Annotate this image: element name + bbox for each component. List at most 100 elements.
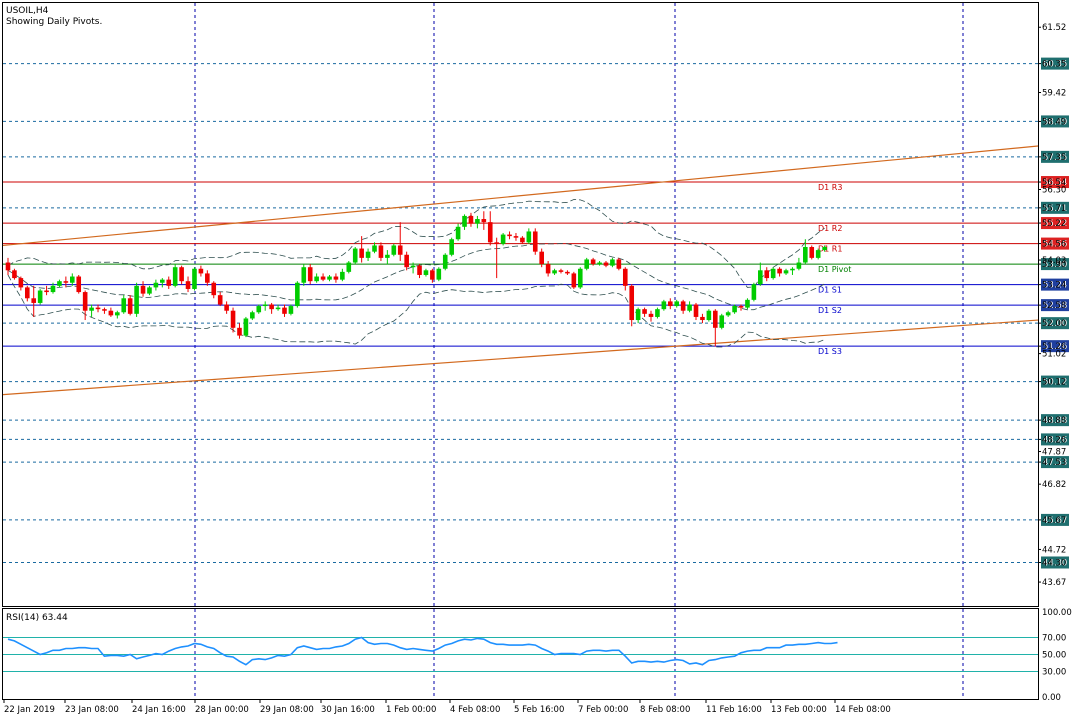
pivot-price-tag-label: 56.54 xyxy=(1043,178,1067,188)
candle-body xyxy=(37,290,43,303)
candle-body xyxy=(507,234,512,237)
price-axis-label: 60.35 xyxy=(1042,60,1066,70)
candle-body xyxy=(655,309,660,317)
candle-body xyxy=(359,248,364,258)
time-axis: 22 Jan 2019 23 Jan 08:00 24 Jan 16:00 28 Ja… xyxy=(3,700,891,715)
candle-body xyxy=(327,276,332,280)
candle-body xyxy=(385,254,390,258)
price-axis-label: 47.53 xyxy=(1042,458,1066,468)
candle-body xyxy=(82,292,88,311)
candle-body xyxy=(31,298,37,303)
candle-body xyxy=(616,259,622,269)
candle-body xyxy=(76,276,82,293)
candle-body xyxy=(262,304,268,307)
candle-body xyxy=(790,268,795,271)
candle-body xyxy=(275,307,281,310)
candle-body xyxy=(24,287,30,299)
rsi-axis-label: 50.00 xyxy=(1042,651,1066,661)
candle-body xyxy=(532,231,538,252)
candle-body xyxy=(147,287,152,294)
level-price-tag-label: 47.53 xyxy=(1043,458,1067,468)
candle-body xyxy=(57,281,62,286)
candle-body xyxy=(635,309,641,321)
candle-body xyxy=(552,270,557,274)
time-axis-label: 13 Feb 00:00 xyxy=(771,705,827,715)
rsi-series: 100.00 70.00 50.00 30.00 0.00 xyxy=(3,608,1072,703)
candle-body xyxy=(320,276,326,280)
level-price-tag-label: 52.00 xyxy=(1043,319,1067,329)
rsi-label: RSI(14) 63.44 xyxy=(6,613,68,623)
price-axis-label: 44.72 xyxy=(1042,545,1066,555)
pivot-label: D1 S3 xyxy=(818,347,842,356)
candle-body xyxy=(758,270,763,285)
candle-body xyxy=(95,307,101,310)
price-axis-label: 58.49 xyxy=(1042,117,1066,127)
price-axis-label: 52.00 xyxy=(1042,319,1066,329)
candle-body xyxy=(468,215,474,224)
pivot-label: D1 S1 xyxy=(818,286,842,295)
level-price-tag-label: 60.35 xyxy=(1043,60,1067,70)
time-axis-label: 14 Feb 08:00 xyxy=(835,705,891,715)
level-price-tag xyxy=(1041,513,1069,526)
candle-body xyxy=(745,299,750,308)
candle-body xyxy=(70,276,75,283)
candle-body xyxy=(783,270,789,274)
candle-body xyxy=(404,254,409,268)
candle-body xyxy=(558,270,564,272)
candle-body xyxy=(667,301,673,307)
candle-body xyxy=(455,226,461,240)
candle-body xyxy=(822,246,827,251)
candle-body xyxy=(172,267,178,286)
level-price-tag-label: 48.88 xyxy=(1043,416,1067,426)
level-price-tag xyxy=(1041,201,1069,214)
candle-body xyxy=(397,245,403,255)
time-axis-label: 4 Feb 08:00 xyxy=(450,705,500,715)
candle-body xyxy=(243,318,249,336)
price-axis-label: 46.82 xyxy=(1042,480,1066,490)
candle-body xyxy=(809,246,815,258)
candle-body xyxy=(5,262,11,271)
candle-body xyxy=(449,239,454,255)
candle-body xyxy=(796,262,802,269)
chart-symbol: USOIL,H4 xyxy=(6,6,49,16)
candle-body xyxy=(50,285,56,293)
level-price-tag xyxy=(1041,57,1069,70)
level-price-tag xyxy=(1041,556,1069,569)
price-axis-label: 53.24 xyxy=(1042,281,1066,291)
candle-body xyxy=(307,267,313,282)
rsi-axis-label: 30.00 xyxy=(1042,668,1066,678)
time-axis-label: 8 Feb 08:00 xyxy=(640,705,690,715)
trendlines xyxy=(2,145,1039,396)
candle-body xyxy=(442,254,448,269)
candle-body xyxy=(462,215,467,227)
price-axis-label: 56.30 xyxy=(1042,185,1066,195)
candle-body xyxy=(121,298,127,313)
candle-body xyxy=(436,268,442,280)
candle-body xyxy=(314,276,319,282)
candle-body xyxy=(340,271,345,280)
rsi-axis-label: 70.00 xyxy=(1042,634,1066,644)
pivot-label: D1 Pivot xyxy=(818,265,851,274)
pivot-price-tag xyxy=(1041,340,1069,353)
channel-trendline xyxy=(2,145,1039,247)
candle-body xyxy=(423,270,429,275)
candle-body xyxy=(417,265,422,275)
candle-body xyxy=(642,309,647,314)
pivot-price-tag-label: 53.24 xyxy=(1043,281,1067,291)
pivot-label: D1 S2 xyxy=(818,306,842,315)
candle-body xyxy=(777,268,782,274)
price-axis-label: 43.67 xyxy=(1042,578,1066,588)
candle-body xyxy=(185,281,191,289)
price-axis-label: 50.12 xyxy=(1042,378,1066,388)
candle-body xyxy=(494,242,499,244)
pivot-price-tag-label: 51.26 xyxy=(1043,342,1067,352)
main-plot-frame xyxy=(2,2,1039,607)
candle-body xyxy=(282,307,287,314)
price-axis-label: 56.54 xyxy=(1042,178,1066,188)
candle-body xyxy=(713,310,718,328)
time-axis-label: 28 Jan 00:00 xyxy=(195,705,249,715)
pivot-price-tag xyxy=(1041,299,1069,312)
pivot-price-tag xyxy=(1041,217,1069,230)
time-axis-label: 23 Jan 08:00 xyxy=(65,705,119,715)
price-axis-label: 57.35 xyxy=(1042,153,1066,163)
